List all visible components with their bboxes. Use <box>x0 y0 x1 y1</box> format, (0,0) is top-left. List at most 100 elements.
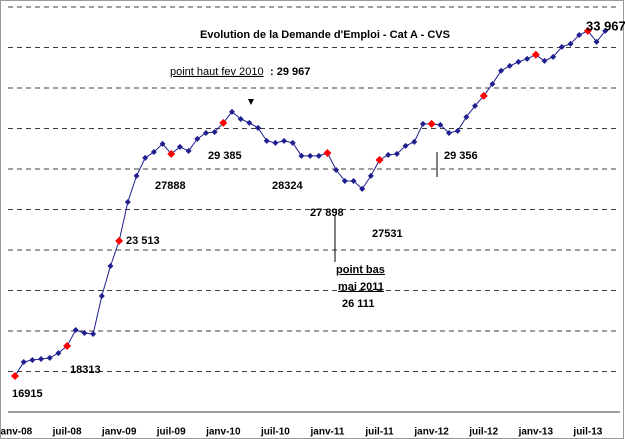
point <box>393 150 400 157</box>
x-tick-label: janv-11 <box>310 427 345 438</box>
point <box>20 358 27 365</box>
point <box>541 57 548 64</box>
point <box>558 43 565 50</box>
peak-note: point haut fev 2010 <box>170 66 264 78</box>
point <box>385 151 392 158</box>
point <box>524 55 531 62</box>
point <box>437 121 444 128</box>
x-tick-label: janv-12 <box>413 427 449 438</box>
point <box>272 139 279 146</box>
x-tick-label: janv-10 <box>205 427 241 438</box>
annotation: 27888 <box>155 180 186 192</box>
point <box>350 177 357 184</box>
point <box>263 137 270 144</box>
annotation: 23 513 <box>126 235 160 247</box>
x-tick-label: juil-11 <box>364 427 394 438</box>
point <box>289 139 296 146</box>
point <box>298 152 305 159</box>
annotation: mai 2011 <box>338 281 384 293</box>
point <box>194 135 201 142</box>
x-tick-label: juil-08 <box>52 427 82 438</box>
point <box>142 154 149 161</box>
point <box>419 120 426 127</box>
point <box>593 38 600 45</box>
point <box>479 91 488 100</box>
point <box>229 108 235 115</box>
point <box>133 172 140 179</box>
point <box>506 62 513 69</box>
point <box>46 354 53 361</box>
annotation: 27 898 <box>310 207 344 219</box>
point <box>454 127 461 134</box>
point <box>81 330 88 337</box>
point <box>446 129 452 136</box>
point <box>237 115 244 122</box>
point <box>307 152 314 159</box>
x-tick-label: janv-09 <box>101 427 137 438</box>
point <box>167 149 176 158</box>
annotation: 33 967 <box>586 18 625 33</box>
x-tick-label: juil-10 <box>260 427 290 438</box>
point <box>411 138 418 145</box>
x-tick-label: juil-13 <box>572 427 602 438</box>
point <box>472 102 479 109</box>
annotation: point bas <box>336 264 385 276</box>
point <box>281 137 288 144</box>
point <box>90 331 97 338</box>
annotation: 16915 <box>12 388 43 400</box>
point <box>498 67 505 74</box>
point <box>576 31 583 38</box>
point <box>63 341 72 350</box>
point <box>489 80 496 87</box>
point <box>602 27 609 34</box>
point <box>202 129 209 136</box>
point <box>176 143 183 150</box>
point <box>550 53 557 60</box>
point <box>315 152 322 159</box>
point <box>375 155 384 164</box>
point <box>463 113 470 120</box>
peak-arrow <box>248 99 254 105</box>
annotation: 28324 <box>272 180 303 192</box>
point <box>341 177 348 184</box>
point <box>107 262 114 269</box>
peak-value: : 29 967 <box>270 66 310 78</box>
point <box>211 128 218 135</box>
point <box>150 148 157 155</box>
point <box>98 292 105 299</box>
point <box>38 355 45 362</box>
chart-title: Evolution de la Demande d'Emploi - Cat A… <box>200 29 450 41</box>
point <box>72 326 79 333</box>
point <box>427 119 436 128</box>
annotation: 29 356 <box>444 150 478 162</box>
point <box>185 147 192 154</box>
point <box>531 50 540 59</box>
point <box>246 119 253 126</box>
point <box>402 142 409 149</box>
x-tick-label: juil-09 <box>156 427 186 438</box>
point <box>219 118 228 127</box>
point <box>567 40 574 47</box>
x-tick-label: janv-08 <box>0 427 33 438</box>
point <box>11 371 19 380</box>
annotation: 26 111 <box>342 298 374 310</box>
point <box>367 172 374 179</box>
annotation: 29 385 <box>208 150 242 162</box>
annotation: 27531 <box>372 228 403 240</box>
point <box>29 356 36 363</box>
point <box>124 199 131 206</box>
point <box>159 140 166 147</box>
point <box>583 26 592 35</box>
point <box>359 185 366 192</box>
x-tick-label: juil-12 <box>468 427 498 438</box>
point <box>515 58 522 65</box>
annotation: 18313 <box>70 364 101 376</box>
point <box>323 149 332 158</box>
point <box>55 350 62 357</box>
x-tick-label: janv-13 <box>518 427 554 438</box>
point <box>115 236 124 245</box>
point <box>255 124 262 131</box>
point <box>333 167 340 174</box>
